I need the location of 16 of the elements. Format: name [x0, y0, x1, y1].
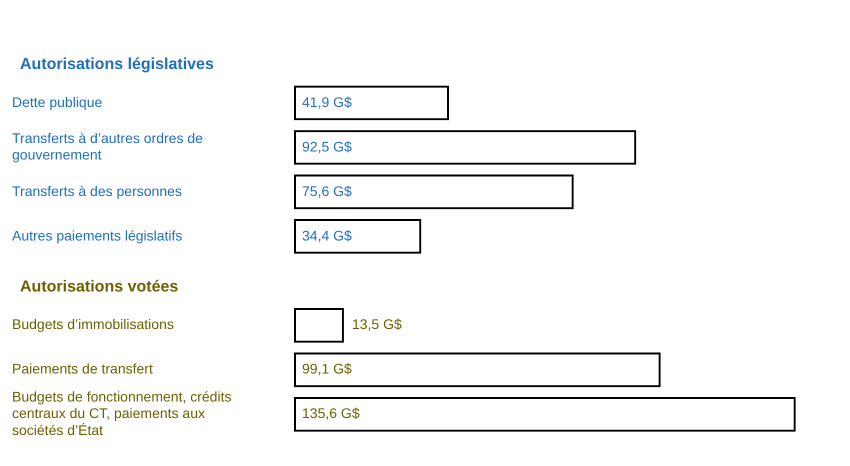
- data-label: 34,4 G$: [302, 227, 352, 244]
- data-label: 75,6 G$: [302, 182, 352, 199]
- data-label: 99,1 G$: [302, 360, 352, 377]
- y-tick-label: Autres paiements législatifs: [12, 227, 182, 244]
- data-label: 92,5 G$: [302, 138, 352, 154]
- y-tick-label: Budgets d’immobilisations: [12, 316, 174, 332]
- text: Autorisations votées: [20, 278, 178, 296]
- text: Autorisations législatives: [20, 56, 214, 73]
- data-label: 13,5 G$: [352, 316, 402, 332]
- y-tick-label: Dette publique: [12, 94, 103, 110]
- y-tick-label: Paiements de transfert: [12, 360, 153, 377]
- y-tick-label: Transferts à d’autres ordres de gouvernement: [12, 130, 204, 163]
- data-label: 41,9 G$: [302, 94, 352, 110]
- y-tick-label: Budgets de fonctionnement, crédits centraux du CT, paiements aux sociétés d’État: [12, 388, 232, 438]
- data-label: 135,6 G$: [302, 405, 360, 422]
- y-tick-label: Transferts à des personnes: [12, 182, 182, 199]
